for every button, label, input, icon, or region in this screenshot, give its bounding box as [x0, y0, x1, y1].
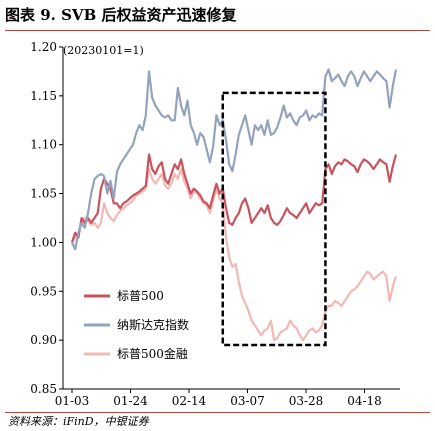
series-line-1: [71, 68, 398, 251]
series-line-2: [71, 168, 398, 342]
title-rule: [5, 30, 430, 31]
y-tick-label: 0.95: [30, 284, 57, 298]
series-lines: [70, 68, 398, 342]
y-tick-label: 1.00: [30, 235, 57, 249]
source-rule: [5, 412, 430, 413]
series-line-0: [70, 153, 398, 243]
figure-title: 图表 9. SVB 后权益资产迅速修复: [5, 6, 237, 24]
x-tick-label: 01-24: [113, 394, 148, 408]
chart-annotation: (20230101=1): [63, 44, 144, 57]
source-note: 资料来源：iFinD，中银证券: [8, 415, 149, 428]
x-tick-label: 03-07: [230, 394, 265, 408]
highlight-box: [221, 91, 327, 347]
x-tick-label: 01-03: [55, 394, 90, 408]
y-tick-label: 0.85: [30, 382, 57, 396]
highlight-region: [221, 91, 327, 347]
legend-label-0: 标普500: [117, 289, 164, 303]
y-tick-label: 1.05: [30, 187, 57, 201]
x-tick-label: 04-18: [347, 394, 382, 408]
legend-label-1: 纳斯达克指数: [117, 317, 189, 332]
x-tick-label: 03-28: [289, 394, 324, 408]
y-tick-label: 1.15: [30, 89, 57, 103]
y-tick-label: 0.90: [30, 333, 57, 347]
legend-label-2: 标普500金融: [117, 346, 188, 361]
y-axis-ticks: 0.85 0.90 0.95 1.00 1.05 1.10 1.15 1.20: [30, 40, 63, 396]
y-tick-label: 1.20: [30, 40, 57, 54]
chart-axes: [62, 47, 400, 390]
y-tick-label: 1.10: [30, 138, 57, 152]
x-axis-ticks: 01-03 01-24 02-14 03-07 03-28 04-18: [55, 389, 382, 408]
x-tick-label: 02-14: [172, 394, 207, 408]
